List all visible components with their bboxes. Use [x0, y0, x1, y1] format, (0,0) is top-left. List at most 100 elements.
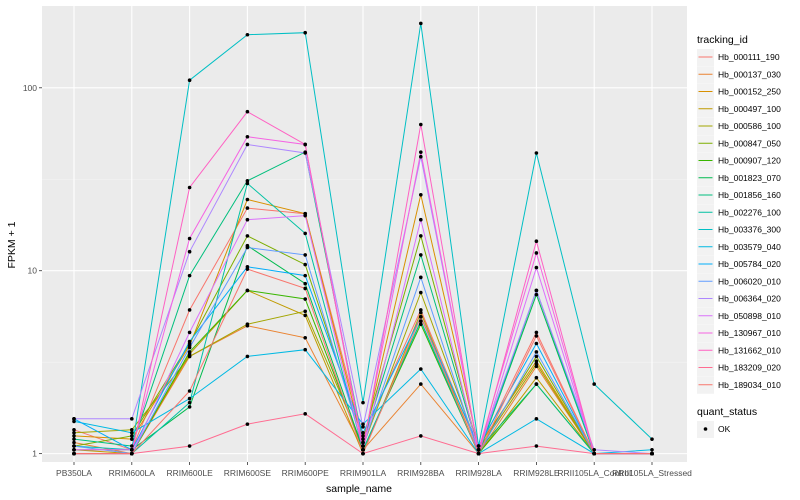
data-point [419, 314, 423, 319]
data-point [534, 364, 539, 369]
data-point [187, 185, 192, 190]
data-point [72, 447, 76, 452]
legend-label: Hb_000847_050 [718, 138, 781, 148]
data-point [419, 253, 423, 257]
data-point [419, 193, 423, 197]
data-point [419, 150, 423, 154]
legend-label: Hb_130967_010 [718, 328, 781, 338]
legend-label: Hb_003376_300 [718, 225, 781, 235]
data-point [476, 444, 481, 448]
y-tick-label: 100 [23, 83, 37, 93]
data-point [650, 451, 654, 456]
grid-minor [42, 178, 687, 363]
data-point [187, 400, 192, 405]
data-point [534, 359, 539, 364]
data-point [72, 437, 76, 441]
legend: Hb_000111_190 Hb_000137_030 Hb_000152_250 H… [697, 49, 781, 394]
data-point [650, 447, 654, 452]
x-tick-label: RRIM600LE [166, 468, 213, 478]
data-point [303, 213, 308, 218]
data-point [245, 322, 250, 327]
legend-label: Hb_000497_100 [718, 104, 781, 114]
data-point [245, 142, 250, 147]
data-point [534, 354, 539, 359]
data-point [592, 447, 596, 452]
data-point [419, 122, 423, 127]
legend2-label: OK [718, 424, 731, 434]
legend-label: Hb_000907_120 [718, 156, 781, 166]
data-point [187, 354, 192, 359]
legend-title: tracking_id [697, 34, 748, 46]
legend-label: Hb_000152_250 [718, 87, 781, 97]
data-point [534, 265, 539, 270]
legend-label: Hb_000586_100 [718, 121, 781, 131]
data-point [72, 430, 76, 435]
data-point [187, 345, 192, 350]
data-point [303, 262, 308, 267]
legend2-title: quant_status [697, 406, 757, 418]
data-point [245, 245, 250, 250]
data-point [361, 447, 365, 452]
data-point [361, 444, 365, 448]
legend-label: Hb_000111_190 [718, 52, 780, 62]
series-points [72, 21, 654, 456]
data-point [534, 334, 539, 338]
x-tick-label: RRIM600LA [109, 468, 156, 478]
data-point [187, 249, 192, 254]
data-point [187, 330, 192, 335]
x-tick-label: RRIM600PE [282, 468, 330, 478]
data-point [419, 434, 423, 438]
data-point [419, 154, 423, 159]
data-point [303, 297, 308, 301]
data-point [187, 350, 192, 354]
data-point [361, 434, 365, 438]
data-point [361, 440, 365, 445]
data-point [187, 444, 192, 448]
data-point [303, 313, 308, 318]
x-tick-label: RRIM928LA [455, 468, 502, 478]
data-point [419, 382, 423, 386]
data-point [187, 405, 192, 409]
data-point [130, 444, 134, 448]
legend-label: Hb_003579_040 [718, 242, 781, 252]
legend-label: Hb_006364_020 [718, 294, 781, 304]
data-point [72, 427, 76, 432]
data-point [534, 375, 539, 380]
legend-label: Hb_002276_100 [718, 207, 781, 217]
data-point [303, 151, 308, 155]
data-point [303, 335, 308, 340]
data-point [534, 361, 539, 366]
data-point [419, 310, 423, 315]
legend-label: Hb_005784_020 [718, 259, 781, 269]
data-point [303, 142, 308, 147]
legend2-point [703, 427, 708, 431]
legend-label: Hb_001823_070 [718, 173, 781, 183]
data-point [245, 354, 250, 359]
data-point [476, 447, 481, 452]
legend-label: Hb_183209_020 [718, 363, 781, 373]
data-point [592, 451, 596, 456]
data-point [187, 236, 192, 241]
x-tick-label: PB350LA [56, 468, 92, 478]
data-point [72, 444, 76, 448]
data-point [361, 400, 365, 405]
data-point [303, 412, 308, 416]
data-point [187, 396, 192, 401]
data-point [534, 330, 539, 335]
data-point [245, 267, 250, 271]
legend-label: Hb_006020_010 [718, 276, 781, 286]
data-point [245, 181, 250, 186]
x-axis: PB350LA RRIM600LA RRIM600LE RRIM600SE RRIM60… [56, 462, 692, 478]
grid-major [42, 6, 687, 462]
data-point [72, 434, 76, 438]
data-point [303, 309, 308, 314]
data-point [130, 447, 134, 452]
data-point [245, 217, 250, 222]
data-point [130, 427, 134, 432]
legend-label: Hb_131662_010 [718, 345, 781, 355]
data-point [187, 273, 192, 278]
data-point [130, 437, 134, 441]
x-tick-label: RRII105LA_Stressed [612, 468, 692, 478]
data-point [245, 197, 250, 202]
